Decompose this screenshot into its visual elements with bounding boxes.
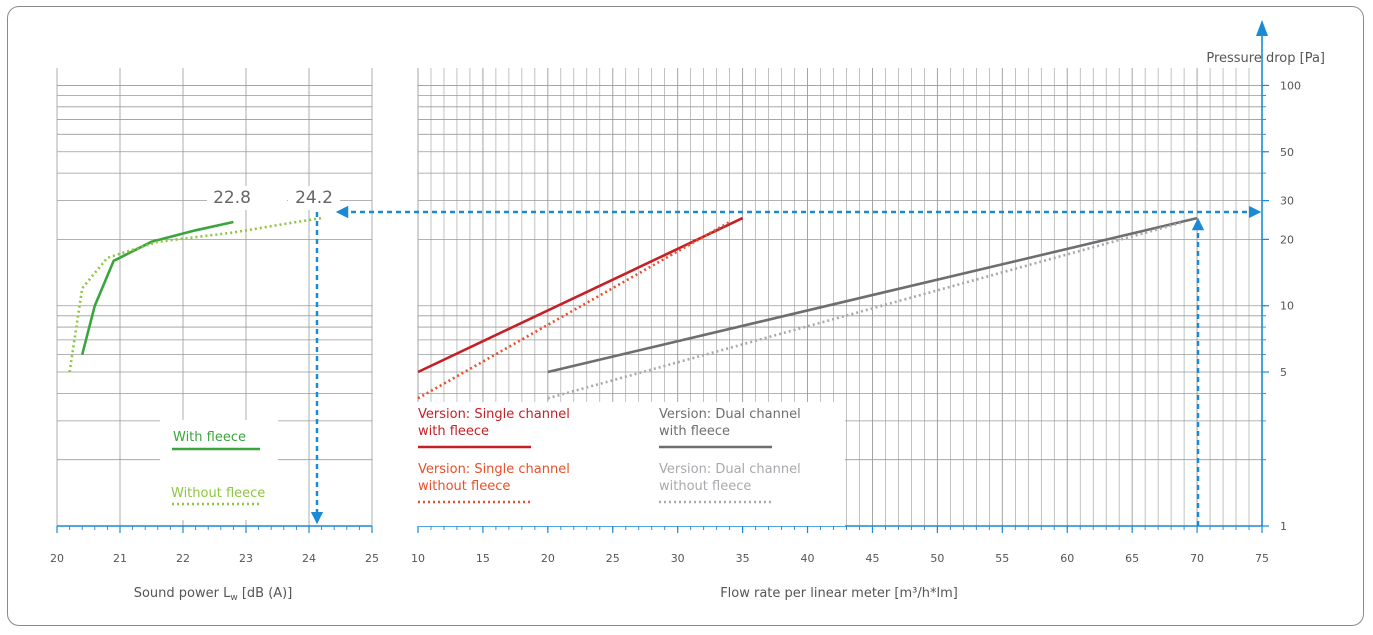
legend-single-with-line2: with fleece (418, 424, 489, 439)
x-tick-label: 30 (671, 552, 685, 565)
x-tick-label: 65 (1125, 552, 1139, 565)
y-tick-label: 5 (1280, 366, 1287, 379)
x-tick-label: 25 (606, 552, 620, 565)
x-tick-label: 60 (1060, 552, 1074, 565)
value-label-bg (288, 186, 340, 210)
y-tick-label: 20 (1280, 233, 1294, 246)
x-tick-label: 20 (50, 552, 64, 565)
legend-dual-with-line2: with fleece (659, 424, 730, 439)
legend-dual-without-line2: without fleece (659, 479, 751, 494)
reading-guide-arrows (310, 205, 1262, 526)
x-tick-label: 50 (930, 552, 944, 565)
value-label-22-8: 22.8 (213, 188, 251, 208)
x-tick-label: 35 (736, 552, 750, 565)
y-tick-label: 100 (1280, 79, 1301, 92)
y-tick-label: 10 (1280, 300, 1294, 313)
sound-axis-title: Sound power Lw [dB (A)] (134, 586, 293, 603)
x-tick-label: 55 (995, 552, 1009, 565)
y-axis-arrow-icon (1256, 20, 1268, 36)
legend-with-fleece: With fleece (173, 430, 246, 445)
y-tick-label: 30 (1280, 195, 1294, 208)
legend-dual-without-line1: Version: Dual channel (659, 462, 801, 477)
legend-single-without-line1: Version: Single channel (418, 462, 570, 477)
y-tick-label: 50 (1280, 146, 1294, 159)
legend-single-without-line2: without fleece (418, 479, 510, 494)
sound-series-line-2 (68, 216, 322, 373)
x-tick-label: 15 (476, 552, 490, 565)
value-label-bg (207, 186, 287, 210)
pressure-axis-title: Pressure drop [Pa] (1206, 51, 1325, 66)
x-tick-label: 22 (176, 552, 190, 565)
x-tick-label: 40 (801, 552, 815, 565)
x-tick-label: 75 (1255, 552, 1269, 565)
x-tick-label: 45 (865, 552, 879, 565)
x-tick-label: 20 (541, 552, 555, 565)
sound-series-line-1 (80, 220, 234, 355)
x-tick-label: 24 (302, 552, 316, 565)
legend-without-fleece: Without fleece (171, 486, 265, 501)
x-tick-label: 70 (1190, 552, 1204, 565)
flow-axis-title: Flow rate per linear meter [m³/h*lm] (720, 586, 958, 601)
x-tick-label: 25 (365, 552, 379, 565)
chart-frame (7, 6, 1364, 626)
legend-box-flow (415, 402, 845, 526)
flow-series-line-3 (547, 216, 1198, 374)
x-tick-label: 21 (113, 552, 127, 565)
legend-dual-with-line1: Version: Dual channel (659, 407, 801, 422)
value-label-24-2: 24.2 (295, 188, 333, 208)
data-series (68, 216, 1198, 400)
flow-series-line-4 (547, 220, 1185, 400)
x-tick-label: 23 (239, 552, 253, 565)
flow-series-line-1 (417, 216, 744, 374)
y-tick-label: 1 (1280, 520, 1287, 533)
x-tick-label: 10 (411, 552, 425, 565)
legend-single-with-line1: Version: Single channel (418, 407, 570, 422)
